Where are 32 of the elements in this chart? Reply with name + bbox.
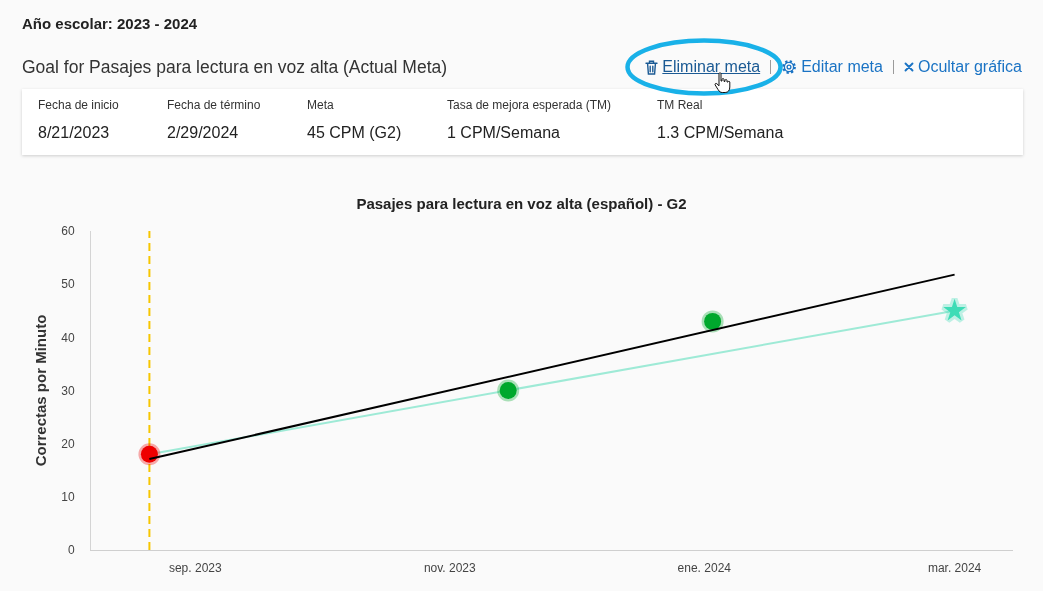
text: 45 CPM (G2) [307, 124, 402, 142]
y-tick-label: 20 [61, 436, 75, 451]
x-tick-label: nov. 2023 [423, 561, 477, 576]
text: Meta [307, 98, 334, 112]
text: Editar meta [801, 58, 883, 76]
x-tick-label: mar. 2024 [927, 561, 982, 576]
text: 8/21/2023 [38, 124, 110, 142]
text: Tasa de mejora esperada (TM) [447, 98, 612, 112]
text: Fecha de término [167, 98, 261, 112]
y-tick-label: 50 [61, 277, 75, 292]
y-tick-label: 10 [61, 490, 75, 505]
chart-title: Pasajes para lectura en voz alta (español) - G2 [356, 195, 687, 213]
text: Eliminar meta [662, 58, 761, 76]
text: TM Real [657, 98, 703, 112]
y-tick-label: 60 [61, 224, 75, 239]
x-tick-label: ene. 2024 [677, 561, 732, 576]
text: Goal for Pasajes para lectura en voz alta (Actual Meta) [22, 57, 448, 78]
x-tick-label: sep. 2023 [168, 561, 222, 576]
point [497, 379, 520, 402]
text: 2/29/2024 [167, 124, 239, 142]
point [701, 310, 724, 333]
y-tick-label: 40 [61, 330, 75, 345]
text: Fecha de inicio [38, 98, 119, 112]
y-axis-title: Correctas por Minuto [32, 314, 50, 467]
point [138, 443, 161, 466]
text: Año escolar: 2023 - 2024 [22, 15, 198, 32]
text: 1.3 CPM/Semana [657, 124, 784, 142]
y-tick-label: 0 [67, 543, 75, 558]
y-tick-label: 30 [61, 383, 75, 398]
text: 1 CPM/Semana [447, 124, 560, 142]
point [940, 295, 969, 324]
text: Ocultar gráfica [917, 58, 1022, 76]
